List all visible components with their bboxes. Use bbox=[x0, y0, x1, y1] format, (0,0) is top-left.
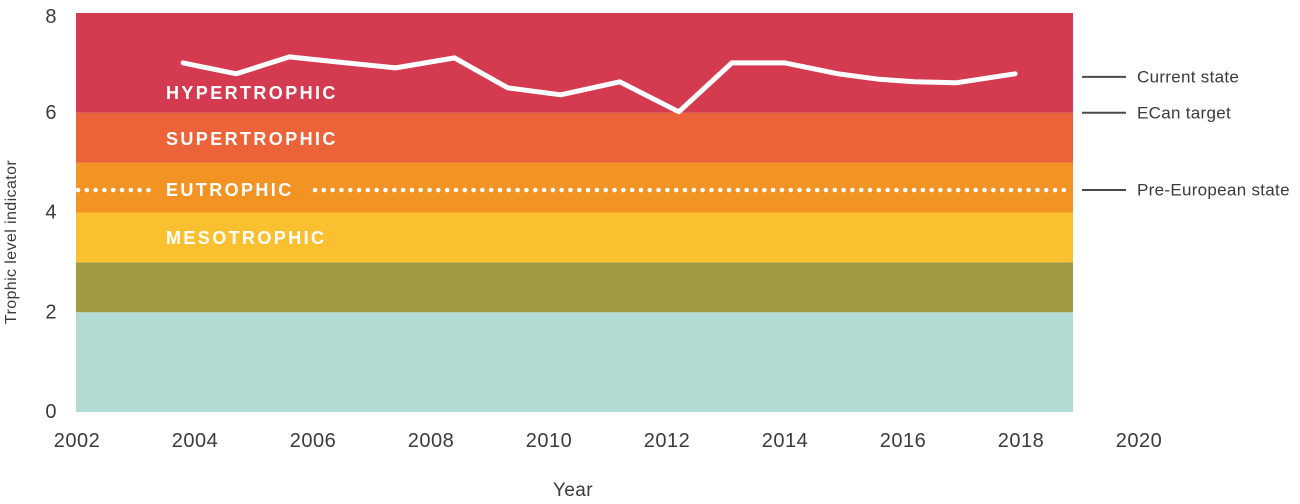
x-tick-2008: 2008 bbox=[408, 430, 455, 452]
x-tick-2016: 2016 bbox=[880, 430, 927, 452]
x-tick-2018: 2018 bbox=[998, 430, 1045, 452]
y-tick-4: 4 bbox=[45, 202, 57, 224]
band-label-supertrophic: SUPERTROPHIC bbox=[166, 129, 338, 149]
x-axis-title: Year bbox=[553, 480, 593, 501]
y-axis-tick-labels: 0 2 4 6 8 bbox=[45, 6, 57, 423]
y-axis-title: Trophic level indicator bbox=[3, 160, 20, 325]
x-tick-2006: 2006 bbox=[290, 430, 337, 452]
x-axis-tick-labels: 2002 2004 2006 2008 2010 2012 2014 2016 2018 2020 bbox=[54, 430, 1163, 452]
band-2-3 bbox=[76, 262, 1073, 313]
bands-layer bbox=[76, 13, 1073, 412]
x-tick-2002: 2002 bbox=[54, 430, 101, 452]
x-tick-2010: 2010 bbox=[526, 430, 573, 452]
band-hypertrophic bbox=[76, 13, 1073, 113]
current-state-line bbox=[180, 54, 1018, 115]
legend-annotations: Current state ECan target Pre-European sta… bbox=[1082, 67, 1290, 200]
x-tick-2012: 2012 bbox=[644, 430, 691, 452]
ecan-target-label: ECan target bbox=[1137, 103, 1231, 122]
band-mesotrophic bbox=[76, 212, 1073, 263]
current-state-label: Current state bbox=[1137, 67, 1239, 86]
band-label-eutrophic: EUTROPHIC bbox=[166, 180, 294, 200]
y-tick-8: 8 bbox=[45, 6, 57, 28]
band-label-mesotrophic: MESOTROPHIC bbox=[166, 228, 326, 248]
band-labels-layer: MESOTROPHIC EUTROPHIC SUPERTROPHIC HYPERTRO… bbox=[166, 83, 338, 248]
current-state-polyline bbox=[180, 54, 1018, 115]
x-tick-2014: 2014 bbox=[762, 430, 809, 452]
x-tick-2004: 2004 bbox=[172, 430, 219, 452]
band-supertrophic bbox=[76, 112, 1073, 163]
pre-european-state-label: Pre-European state bbox=[1137, 181, 1290, 200]
y-tick-0: 0 bbox=[45, 401, 57, 423]
band-0-2 bbox=[76, 312, 1073, 412]
band-label-hypertrophic: HYPERTROPHIC bbox=[166, 83, 338, 103]
band-eutrophic bbox=[76, 162, 1073, 213]
y-tick-6: 6 bbox=[45, 102, 57, 124]
x-tick-2020: 2020 bbox=[1116, 430, 1163, 452]
y-tick-2: 2 bbox=[45, 301, 57, 323]
